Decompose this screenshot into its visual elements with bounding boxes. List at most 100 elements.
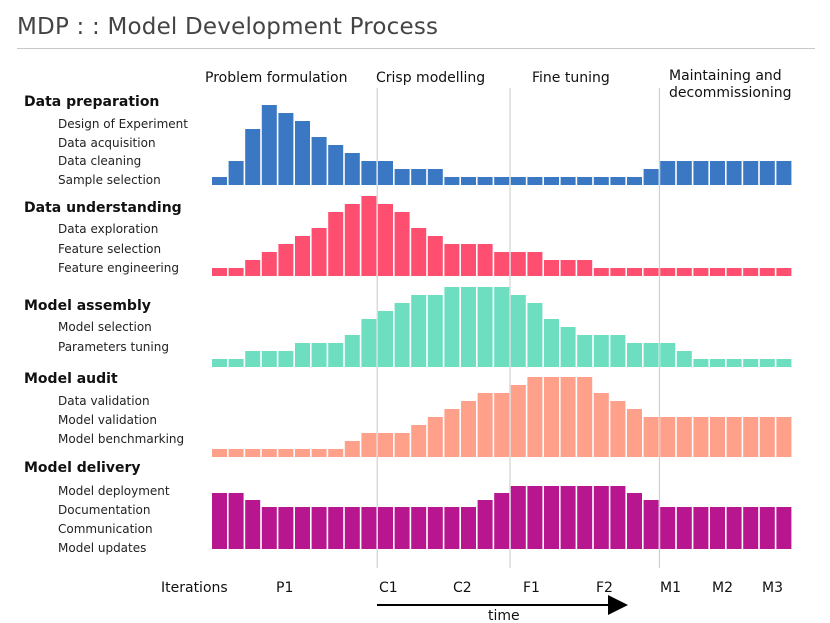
bar-data-understanding-28 (660, 268, 676, 276)
bar-data-understanding-22 (560, 260, 576, 276)
bar-model-assembly-24 (593, 335, 609, 367)
phase-maintaining: Maintaining and (669, 68, 782, 84)
bar-data-preparation-12 (394, 169, 410, 185)
bar-model-audit-2 (228, 449, 244, 457)
iteration-c2: C2 (453, 580, 472, 596)
bar-data-understanding-19 (510, 252, 526, 276)
bars-layer (212, 105, 792, 549)
bar-model-audit-14 (427, 417, 443, 457)
bar-data-preparation-30 (693, 161, 709, 185)
bar-model-assembly-4 (261, 351, 277, 367)
bar-data-preparation-27 (643, 169, 659, 185)
bar-model-delivery-18 (494, 493, 510, 549)
bar-model-assembly-17 (477, 287, 493, 367)
bar-data-preparation-16 (461, 177, 476, 185)
bar-model-audit-10 (361, 433, 377, 457)
bar-data-understanding-21 (544, 260, 559, 276)
bar-data-preparation-24 (593, 177, 609, 185)
bar-data-understanding-32 (726, 268, 742, 276)
bar-data-preparation-6 (295, 121, 310, 185)
phase-problem-formulation: Problem formulation (205, 70, 348, 86)
bar-model-assembly-5 (278, 351, 294, 367)
iteration-m2: M2 (712, 580, 733, 596)
category-data-understanding: Data understanding Data exploration Feat… (24, 200, 182, 275)
bar-model-assembly-11 (378, 311, 393, 367)
bar-model-assembly-3 (245, 351, 261, 367)
bar-model-delivery-24 (593, 486, 609, 549)
bar-model-audit-1 (212, 449, 227, 457)
bar-model-assembly-25 (610, 335, 626, 367)
bar-model-audit-27 (643, 417, 659, 457)
bar-model-audit-15 (444, 409, 460, 457)
bar-model-audit-33 (743, 417, 759, 457)
bar-model-audit-11 (378, 433, 393, 457)
bar-model-delivery-15 (444, 507, 460, 549)
bar-data-understanding-30 (693, 268, 709, 276)
bar-data-understanding-27 (643, 268, 659, 276)
bar-model-audit-13 (411, 425, 427, 457)
iteration-f1: F1 (523, 580, 540, 596)
bar-model-audit-26 (627, 409, 642, 457)
iteration-p1: P1 (276, 580, 293, 596)
bar-model-delivery-35 (776, 507, 792, 549)
bar-model-assembly-29 (676, 351, 692, 367)
bar-model-delivery-22 (560, 486, 576, 549)
bar-model-delivery-26 (627, 493, 642, 549)
bar-model-assembly-1 (212, 359, 227, 367)
bar-model-audit-23 (577, 377, 593, 457)
bar-model-delivery-31 (710, 507, 725, 549)
phase-crisp-modelling: Crisp modelling (376, 70, 485, 86)
bar-data-understanding-4 (261, 252, 277, 276)
bar-model-assembly-18 (494, 287, 510, 367)
bar-data-understanding-2 (228, 268, 244, 276)
bar-model-assembly-21 (544, 319, 559, 367)
bar-model-audit-4 (261, 449, 277, 457)
bar-data-preparation-14 (427, 169, 443, 185)
bar-model-assembly-14 (427, 295, 443, 367)
bar-data-understanding-29 (676, 268, 692, 276)
bar-data-understanding-15 (444, 244, 460, 276)
bar-model-audit-25 (610, 401, 626, 457)
bar-model-delivery-12 (394, 507, 410, 549)
bar-model-delivery-4 (261, 507, 277, 549)
category-item: Feature selection (58, 242, 161, 256)
bar-data-understanding-33 (743, 268, 759, 276)
bar-model-delivery-33 (743, 507, 759, 549)
category-item: Model deployment (58, 484, 170, 498)
bar-model-assembly-10 (361, 319, 377, 367)
phase-decommissioning: decommissioning (669, 85, 792, 101)
bar-model-delivery-21 (544, 486, 559, 549)
bar-model-delivery-1 (212, 493, 227, 549)
bar-model-audit-30 (693, 417, 709, 457)
bar-model-audit-6 (295, 449, 310, 457)
bar-data-preparation-1 (212, 177, 227, 185)
bar-model-assembly-16 (461, 287, 476, 367)
bar-model-assembly-33 (743, 359, 759, 367)
bar-model-delivery-30 (693, 507, 709, 549)
bar-model-audit-34 (759, 417, 775, 457)
bar-model-audit-28 (660, 417, 676, 457)
bar-model-audit-29 (676, 417, 692, 457)
bar-model-delivery-17 (477, 500, 493, 549)
bar-model-assembly-22 (560, 327, 576, 367)
bar-data-understanding-24 (593, 268, 609, 276)
bar-data-understanding-25 (610, 268, 626, 276)
category-item: Feature engineering (58, 261, 179, 275)
category-item: Data acquisition (58, 136, 156, 150)
bar-data-preparation-32 (726, 161, 742, 185)
bar-model-assembly-20 (527, 303, 543, 367)
bar-model-delivery-19 (510, 486, 526, 549)
bar-data-preparation-7 (311, 137, 327, 185)
category-item: Communication (58, 522, 153, 536)
bar-data-preparation-31 (710, 161, 725, 185)
bar-model-assembly-23 (577, 335, 593, 367)
bar-model-audit-17 (477, 393, 493, 457)
bar-model-assembly-30 (693, 359, 709, 367)
bar-data-preparation-29 (676, 161, 692, 185)
bar-data-preparation-9 (344, 153, 360, 185)
bar-model-audit-19 (510, 385, 526, 457)
bar-model-delivery-25 (610, 486, 626, 549)
bar-data-preparation-26 (627, 177, 642, 185)
category-model-assembly: Model assembly Model selection Parameter… (24, 298, 169, 354)
